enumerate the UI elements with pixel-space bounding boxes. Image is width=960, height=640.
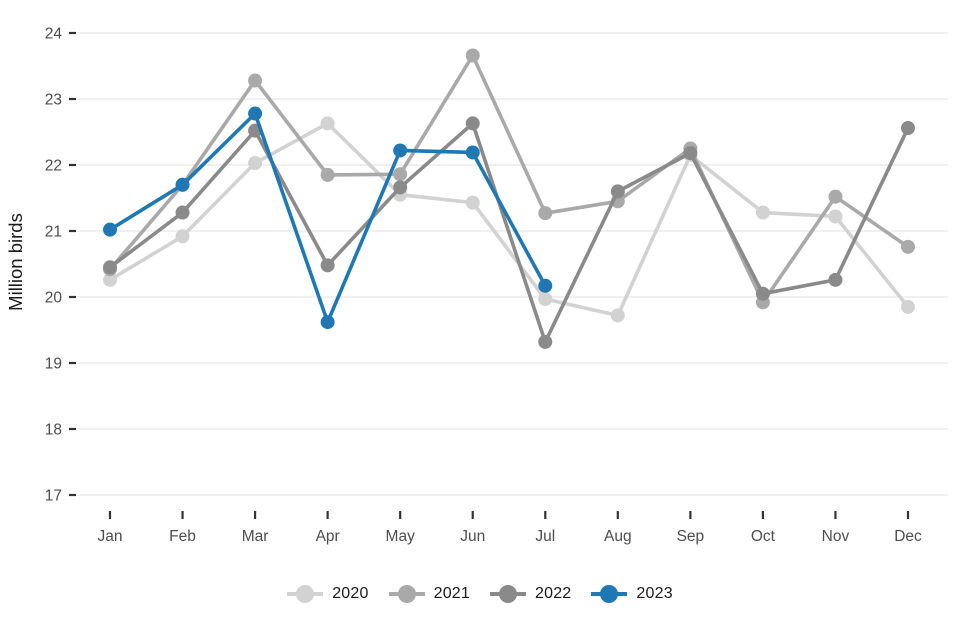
data-point-2022-Jul	[538, 334, 553, 349]
legend-key-point	[499, 585, 517, 603]
data-point-2022-Apr	[320, 258, 335, 273]
series-line-2021	[108, 53, 910, 305]
legend-item-2023: 2023	[591, 584, 673, 604]
data-point-2021-May	[393, 167, 408, 182]
data-point-2022-May	[393, 180, 408, 195]
data-point-2020-Jun	[465, 195, 480, 210]
data-point-2020-Aug	[610, 308, 625, 323]
data-point-2021-Dec	[901, 239, 915, 254]
data-point-2020-Dec	[901, 299, 915, 314]
legend-key-point	[296, 585, 315, 603]
y-tick-label: 20	[45, 290, 63, 307]
legend-label: 2020	[332, 585, 369, 602]
data-point-2023-Apr	[320, 315, 335, 330]
data-point-2020-Nov	[828, 209, 843, 224]
data-point-2022-Nov	[828, 272, 843, 287]
x-tick-label: Oct	[751, 528, 776, 545]
data-point-2020-Jul	[538, 291, 553, 306]
y-tick-label: 21	[45, 224, 62, 241]
x-tick-label: Apr	[316, 528, 340, 545]
data-point-2023-Jun	[465, 145, 480, 160]
data-point-2021-Apr	[320, 167, 335, 182]
y-axis-title: Million birds	[5, 213, 26, 311]
data-point-2023-Jul	[538, 278, 553, 293]
data-point-2022-Oct	[755, 286, 770, 301]
data-point-2022-Jun	[465, 116, 480, 131]
data-point-2021-Nov	[828, 189, 843, 204]
x-tick-label: Jan	[98, 528, 123, 545]
data-point-2020-Oct	[755, 205, 770, 220]
x-tick-label: May	[386, 528, 416, 545]
x-tick-label: Mar	[242, 528, 269, 545]
data-point-2020-Mar	[248, 156, 263, 171]
series-line-2020	[108, 121, 910, 318]
data-point-2020-Feb	[175, 229, 190, 244]
data-point-2022-Dec	[901, 121, 915, 136]
legend-key-point	[397, 585, 416, 603]
y-tick-label: 18	[45, 422, 62, 439]
data-point-2021-Jul	[538, 206, 553, 221]
x-tick-label: Dec	[894, 528, 922, 545]
y-tick-label: 19	[45, 356, 62, 373]
legend-label: 2021	[433, 585, 470, 602]
x-tick-label: Jun	[460, 528, 485, 545]
chart-legend: 2020 2021 2022 2023	[0, 584, 960, 604]
x-tick-label: Jul	[535, 528, 555, 545]
legend-key-icon	[287, 585, 324, 603]
y-tick-label: 17	[45, 488, 62, 505]
legend-key-point	[600, 585, 619, 603]
legend-label: 2023	[636, 585, 673, 602]
y-tick-label: 22	[45, 158, 62, 175]
data-point-2023-Jan	[103, 222, 117, 237]
data-point-2023-Feb	[175, 177, 190, 192]
data-point-2023-Mar	[248, 106, 263, 121]
x-tick-label: Feb	[169, 528, 196, 545]
data-point-2020-Apr	[320, 116, 335, 131]
y-tick-label: 24	[45, 26, 63, 43]
legend-key-icon	[388, 585, 425, 603]
data-point-2022-Aug	[610, 184, 625, 199]
x-tick-label: Nov	[822, 528, 850, 545]
legend-item-2021: 2021	[388, 584, 470, 604]
legend-key-icon	[591, 585, 628, 603]
data-point-2023-May	[393, 143, 408, 158]
data-point-2022-Jan	[103, 260, 117, 275]
legend-label: 2022	[535, 585, 572, 602]
legend-key-icon	[490, 585, 526, 603]
data-point-2021-Jun	[465, 48, 480, 63]
legend-item-2022: 2022	[490, 584, 571, 604]
data-point-2022-Feb	[175, 205, 190, 220]
legend-item-2020: 2020	[287, 584, 368, 604]
series-line-2022	[108, 121, 910, 344]
x-tick-label: Sep	[677, 528, 705, 545]
chart-canvas: 17 18 19 20 21 22 23 24 Jan Feb Mar Apr May Jun Jul Aug…	[5, 26, 948, 545]
data-point-2020-Jan	[103, 272, 117, 287]
x-tick-label: Aug	[604, 528, 632, 545]
y-tick-label: 23	[45, 92, 62, 109]
data-point-2022-Sep	[683, 146, 698, 161]
data-point-2021-Mar	[248, 73, 263, 88]
